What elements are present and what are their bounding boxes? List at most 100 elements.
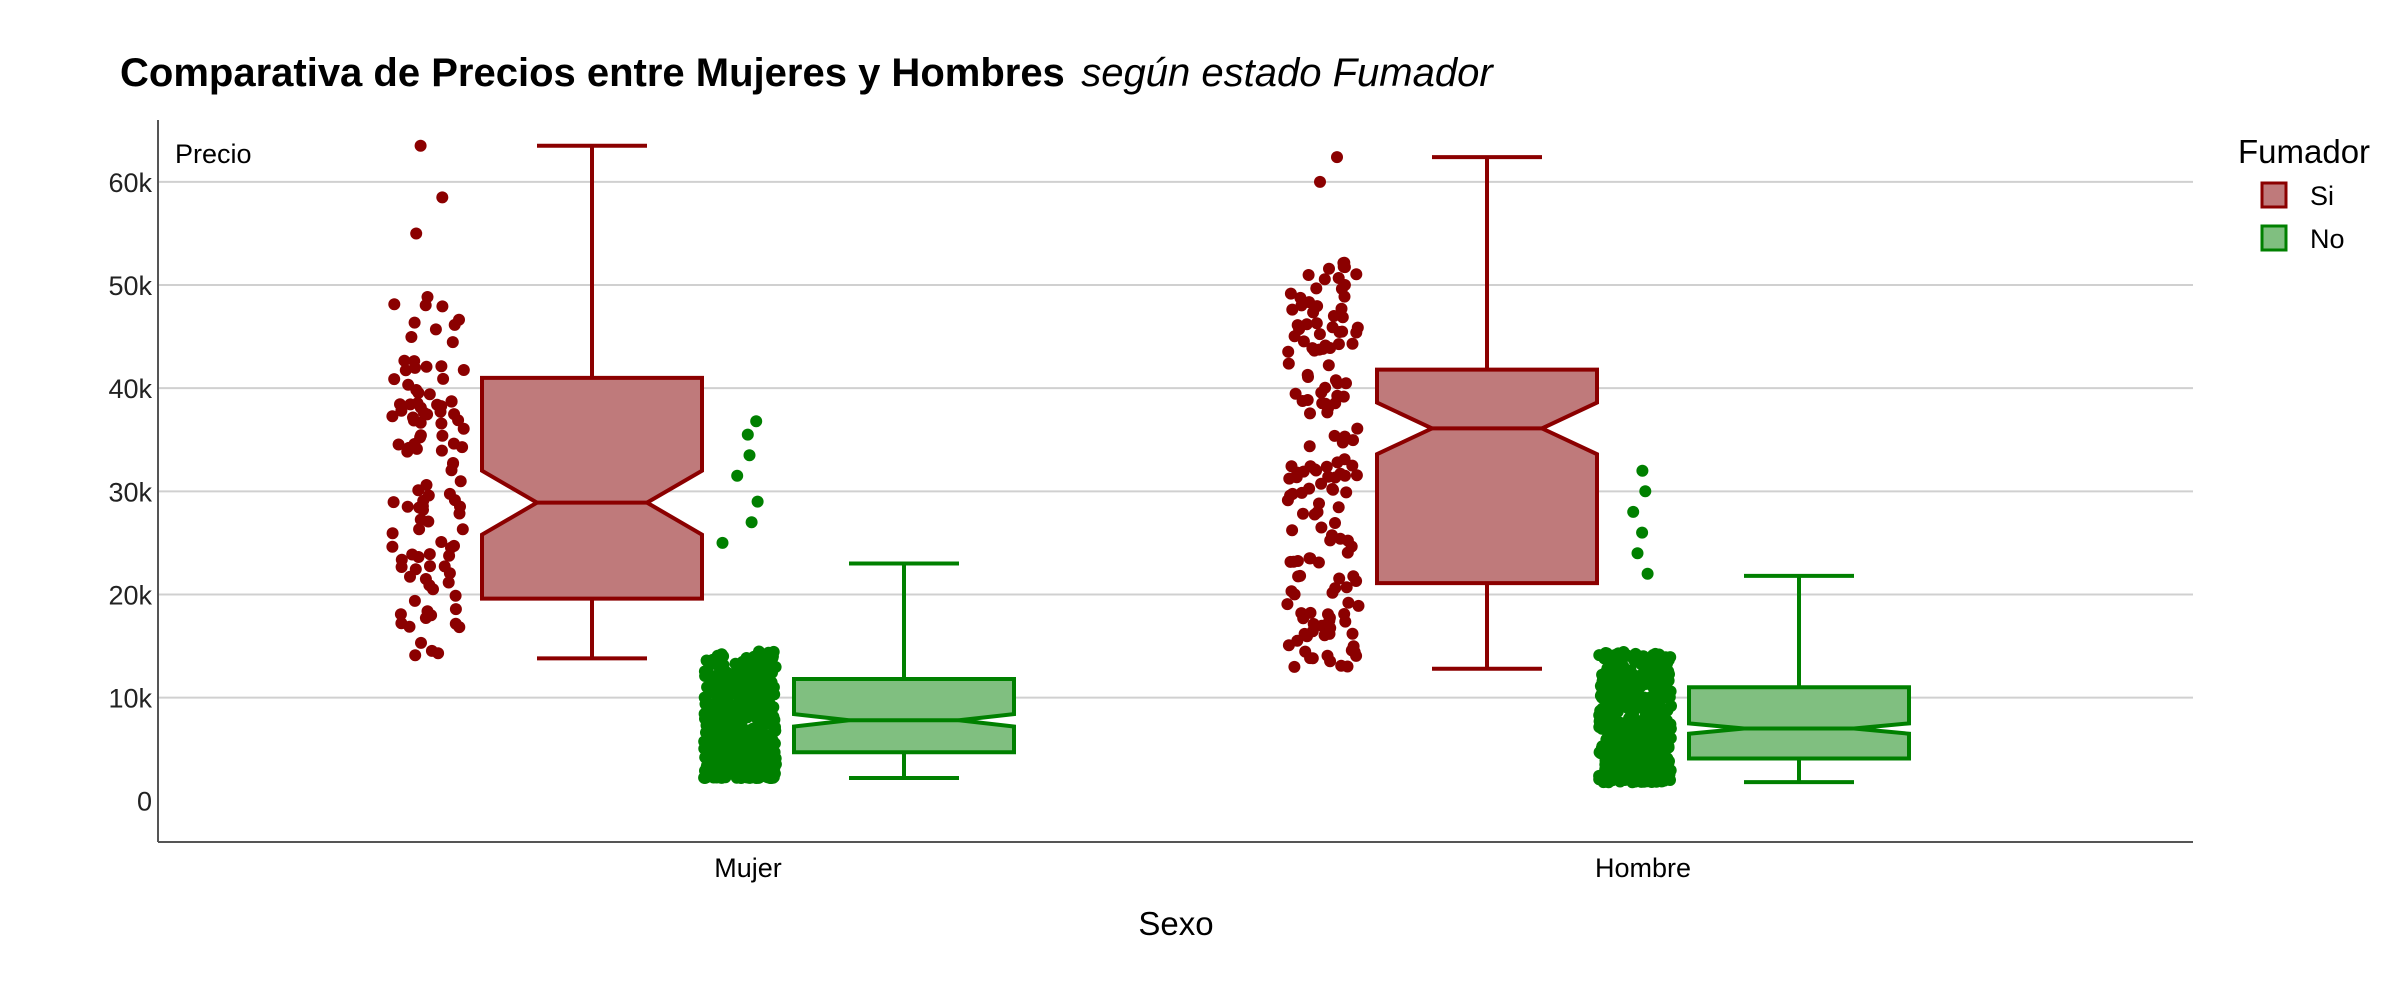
data-point [1335,302,1348,315]
data-point [699,712,711,725]
y-axis-ticks: 0 10k 20k 30k 40k 50k 60k [108,168,152,817]
data-point [1606,655,1619,668]
data-point [1297,335,1310,348]
data-point [1611,703,1624,716]
data-point [1288,660,1301,673]
data-point [1302,371,1314,383]
data-point [414,139,427,152]
data-point [724,732,737,745]
legend: Fumador Si No [2238,133,2370,254]
data-point [1284,287,1297,300]
data-point [1629,669,1642,682]
data-point [399,364,412,377]
y-tick-label: 60k [108,168,152,198]
grid-lines [158,180,2193,699]
data-point [1286,524,1299,537]
data-point [1350,469,1363,482]
data-point [1311,300,1324,313]
data-point [1319,397,1332,410]
data-point [1338,453,1351,466]
legend-swatch-no [2260,224,2288,252]
data-point [394,608,407,621]
data-point [1639,742,1652,755]
data-point [1337,390,1350,403]
data-point [1627,505,1640,518]
data-point [456,441,469,454]
data-point [1656,711,1669,724]
data-point [1639,654,1652,667]
data-point [1654,678,1667,691]
data-point [745,741,758,753]
data-point [437,372,450,385]
data-point [716,536,729,549]
data-point [1346,627,1359,640]
data-point [404,570,416,583]
data-point [409,361,421,374]
data-point [1334,467,1347,480]
data-point [414,429,427,442]
data-point [1665,700,1677,712]
data-point [1600,753,1613,766]
data-point [1304,407,1316,420]
data-point [737,751,750,764]
data-point [751,495,764,508]
data-point [387,496,400,509]
data-point [1351,422,1364,435]
data-point [1332,338,1345,351]
data-point [1314,175,1326,188]
data-point [1338,608,1351,620]
data-point [729,688,742,700]
data-point [740,727,753,740]
data-point [432,647,445,660]
data-point [412,386,425,399]
data-point [1326,483,1339,495]
data-point [1312,556,1325,569]
data-point [1350,268,1363,281]
data-point [717,763,730,776]
data-point [710,770,723,783]
data-point [1329,374,1342,387]
data-point [1326,321,1339,334]
data-point [423,388,436,401]
y-tick-label: 20k [108,580,152,610]
data-point [454,475,467,488]
data-point [729,675,742,688]
data-point [737,667,750,680]
data-point [408,316,421,329]
data-point [1303,440,1316,453]
data-point [1600,713,1613,726]
data-point [752,753,765,766]
chart-subtitle: según estado Fumador [1081,51,1494,95]
data-point [1331,151,1343,164]
data-point [398,354,411,367]
box-si-mujer [480,375,704,601]
data-point [413,523,426,536]
data-point [1324,622,1337,634]
data-point [436,191,449,204]
data-point [1326,586,1339,599]
data-point [452,414,465,427]
data-point [449,603,462,616]
data-point [424,560,436,573]
box-plots [480,143,1911,785]
data-point [766,666,778,679]
data-point [1308,508,1321,521]
data-point [420,360,433,373]
legend-label-no: No [2310,224,2345,254]
data-point [1329,517,1341,529]
data-point [1309,463,1321,476]
data-point [1336,325,1349,338]
data-point [1338,430,1351,443]
data-point [1295,607,1308,620]
chart-title-line: Comparativa de Precios entre Mujeres y H… [120,51,1494,95]
data-point [1621,649,1634,662]
data-point [1631,547,1644,560]
data-point [1313,343,1326,356]
data-point [766,713,779,726]
legend-label-si: Si [2310,181,2334,211]
data-point [1291,634,1304,647]
data-point [438,560,451,573]
data-point [1310,317,1323,330]
data-point [1641,728,1654,741]
data-point [739,770,752,783]
